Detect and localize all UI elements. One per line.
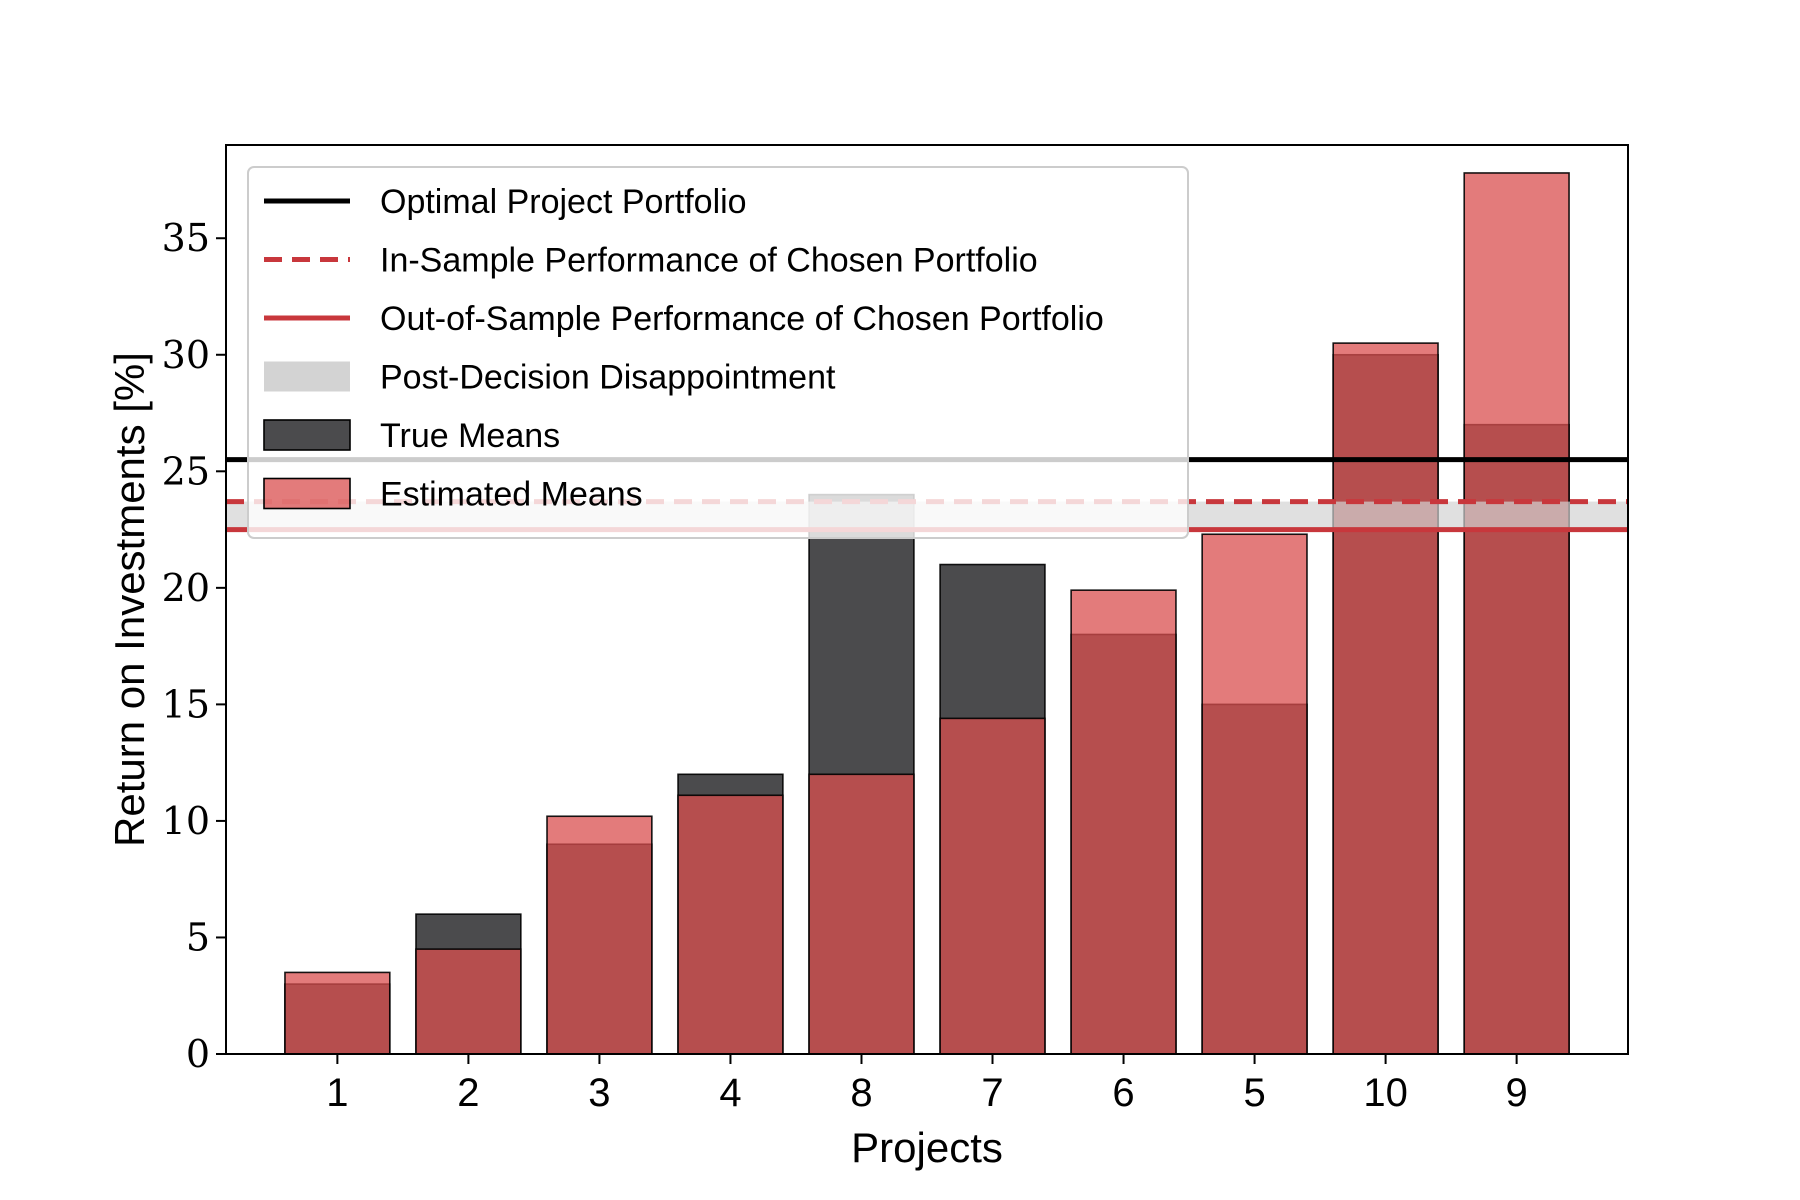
legend-patch-swatch	[263, 419, 351, 451]
x-tick-label: 1	[326, 1071, 348, 1115]
x-tick-label: 4	[719, 1071, 741, 1115]
legend-label: True Means	[380, 417, 560, 455]
legend-label: Optimal Project Portfolio	[380, 183, 747, 221]
y-tick-label: 20	[162, 566, 210, 610]
y-tick-label: 25	[162, 449, 210, 493]
y-tick-label: 5	[186, 915, 210, 959]
y-tick-label: 30	[162, 333, 210, 377]
x-tick-label: 5	[1243, 1071, 1265, 1115]
y-tick-label: 10	[162, 799, 210, 843]
legend-label: In-Sample Performance of Chosen Portfoli…	[380, 242, 1038, 280]
plot-frame	[225, 144, 1629, 1055]
x-tick-label: 10	[1363, 1071, 1408, 1115]
estimated-mean-bar	[1463, 172, 1570, 1055]
y-axis-label: Return on Investments [%]	[106, 352, 153, 847]
x-tick-label: 3	[588, 1071, 610, 1115]
legend-label: Post-Decision Disappointment	[380, 359, 836, 397]
x-axis-label: Projects	[851, 1124, 1003, 1171]
legend-patch-swatch	[263, 477, 351, 510]
estimated-mean-bar	[1332, 342, 1439, 1055]
estimated-mean-bar	[284, 971, 391, 1055]
legend-label: Out-of-Sample Performance of Chosen Port…	[380, 300, 1104, 338]
x-tick-label: 8	[850, 1071, 872, 1115]
y-tick-label: 0	[186, 1032, 210, 1076]
legend: Optimal Project Portfolio In-Sample Perfo…	[247, 166, 1189, 539]
estimated-mean-bar	[677, 794, 784, 1055]
estimated-mean-bar	[808, 773, 915, 1055]
estimated-mean-bar	[1201, 533, 1308, 1055]
y-tick-label: 35	[162, 216, 210, 260]
x-tick-label: 7	[981, 1071, 1003, 1115]
estimated-mean-bar	[939, 717, 1046, 1055]
x-tick-label: 9	[1506, 1071, 1528, 1115]
estimated-mean-bar	[546, 815, 653, 1055]
x-tick-label: 2	[457, 1071, 479, 1115]
y-tick-label: 15	[162, 682, 210, 726]
x-tick-label: 6	[1112, 1071, 1134, 1115]
estimated-mean-bar	[415, 948, 522, 1055]
estimated-mean-bar	[1070, 589, 1177, 1055]
legend-box	[247, 166, 1189, 539]
plot-area: 0 5 10 15 20 25 30 35 1 2 3 4 8 7 6 5 10 9	[162, 144, 1629, 1115]
legend-band-swatch	[264, 361, 350, 392]
legend-label: Estimated Means	[380, 476, 643, 514]
